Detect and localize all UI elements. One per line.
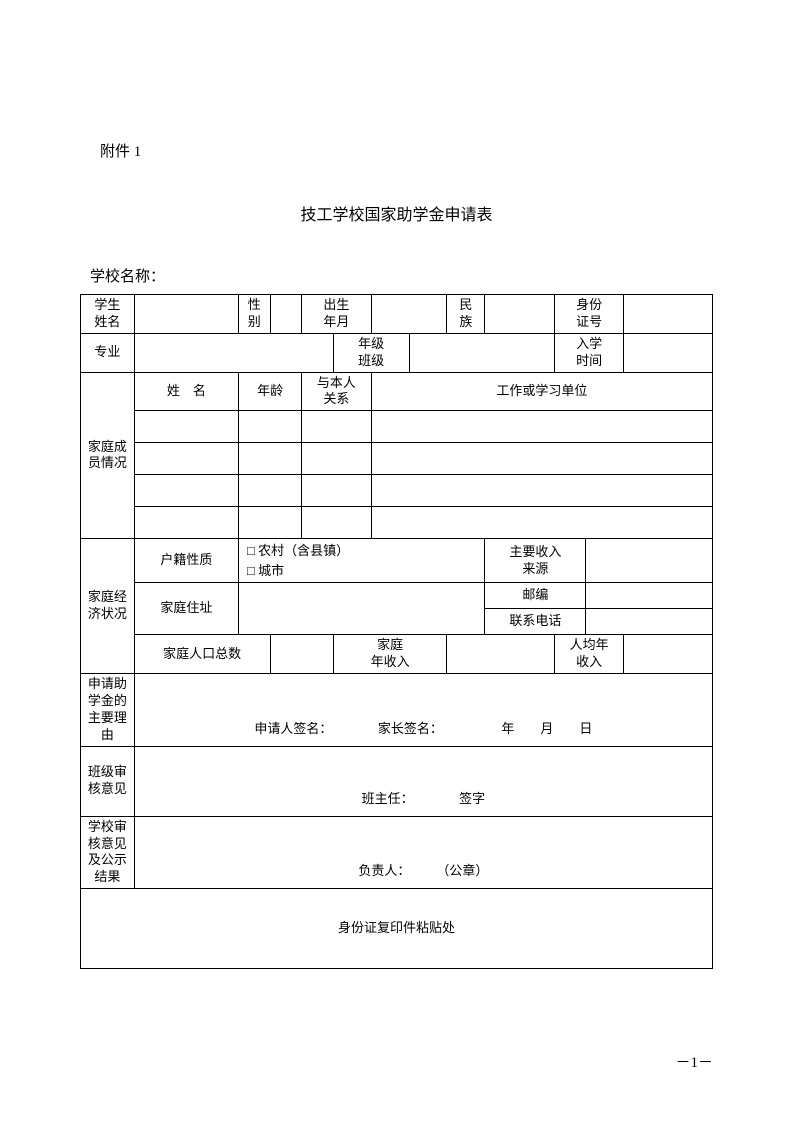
label-phone: 联系电话: [485, 609, 586, 635]
field-ethnicity[interactable]: [485, 295, 555, 334]
field-fm3-age[interactable]: [238, 475, 301, 507]
field-annual-income[interactable]: [447, 635, 554, 674]
label-fm-age: 年龄: [238, 372, 301, 411]
label-annual-income: 家庭 年收入: [333, 635, 447, 674]
field-idnumber[interactable]: [624, 295, 713, 334]
school-signature-line: 负责人： （公章）: [135, 863, 712, 880]
field-fm3-name[interactable]: [134, 475, 238, 507]
field-postcode[interactable]: [586, 583, 713, 609]
label-idnumber: 身份 证号: [554, 295, 624, 334]
field-fm4-relation[interactable]: [302, 507, 372, 539]
field-fm3-workunit[interactable]: [371, 475, 712, 507]
field-enrolldate[interactable]: [624, 333, 713, 372]
label-apply-reason: 申请助 学金的 主要理 由: [81, 674, 135, 747]
label-gradeclass: 年级 班级: [333, 333, 409, 372]
field-income-source[interactable]: [586, 539, 713, 583]
field-school-review[interactable]: 负责人： （公章）: [134, 816, 712, 889]
field-fm1-age[interactable]: [238, 411, 301, 443]
label-family-members: 家庭成 员情况: [81, 372, 135, 539]
field-apply-reason[interactable]: 申请人签名： 家长签名： 年 月 日: [134, 674, 712, 747]
field-fm1-workunit[interactable]: [371, 411, 712, 443]
class-signature-line: 班主任： 签字: [135, 791, 712, 808]
field-fm2-relation[interactable]: [302, 443, 372, 475]
field-fm3-relation[interactable]: [302, 475, 372, 507]
field-birthdate[interactable]: [371, 295, 447, 334]
label-address: 家庭住址: [134, 583, 238, 635]
label-school-review: 学校审 核意见 及公示 结果: [81, 816, 135, 889]
label-fm-name: 姓 名: [134, 372, 238, 411]
label-major: 专业: [81, 333, 135, 372]
field-fm2-workunit[interactable]: [371, 443, 712, 475]
label-fm-workunit: 工作或学习单位: [371, 372, 712, 411]
label-birthdate: 出生 年月: [302, 295, 372, 334]
field-fm2-name[interactable]: [134, 443, 238, 475]
field-fm4-age[interactable]: [238, 507, 301, 539]
school-name-label: 学校名称：: [90, 265, 713, 286]
application-form-table: 学生 姓名 性 别 出生 年月 民 族 身份 证号 专业 年级 班级 入学 时间…: [80, 294, 713, 969]
field-gender[interactable]: [270, 295, 302, 334]
label-gender: 性 别: [238, 295, 270, 334]
field-gradeclass[interactable]: [409, 333, 554, 372]
apply-signature-line: 申请人签名： 家长签名： 年 月 日: [135, 721, 712, 738]
field-fm4-workunit[interactable]: [371, 507, 712, 539]
label-fm-relation: 与本人 关系: [302, 372, 372, 411]
field-phone[interactable]: [586, 609, 713, 635]
field-fm1-name[interactable]: [134, 411, 238, 443]
page-title: 技工学校国家助学金申请表: [80, 201, 713, 225]
label-class-review: 班级审 核意见: [81, 746, 135, 816]
field-percapita-income[interactable]: [624, 635, 713, 674]
id-paste-area: 身份证复印件粘贴处: [81, 889, 713, 969]
field-class-review[interactable]: 班主任： 签字: [134, 746, 712, 816]
label-ethnicity: 民 族: [447, 295, 485, 334]
field-fm2-age[interactable]: [238, 443, 301, 475]
field-address[interactable]: [238, 583, 484, 635]
page-number: －1－: [675, 1051, 713, 1072]
label-enrolldate: 入学 时间: [554, 333, 624, 372]
attachment-label: 附件 1: [100, 140, 713, 161]
label-percapita-income: 人均年 收入: [554, 635, 624, 674]
field-fm1-relation[interactable]: [302, 411, 372, 443]
field-family-size[interactable]: [270, 635, 333, 674]
label-economic-status: 家庭经 济状况: [81, 539, 135, 674]
field-fm4-name[interactable]: [134, 507, 238, 539]
label-postcode: 邮编: [485, 583, 586, 609]
label-student-name: 学生 姓名: [81, 295, 135, 334]
label-income-source: 主要收入 来源: [485, 539, 586, 583]
field-major[interactable]: [134, 333, 333, 372]
label-family-size: 家庭人口总数: [134, 635, 270, 674]
label-hukou: 户籍性质: [134, 539, 238, 583]
field-student-name[interactable]: [134, 295, 238, 334]
field-hukou-options[interactable]: □ 农村（含县镇） □ 城市: [238, 539, 484, 583]
